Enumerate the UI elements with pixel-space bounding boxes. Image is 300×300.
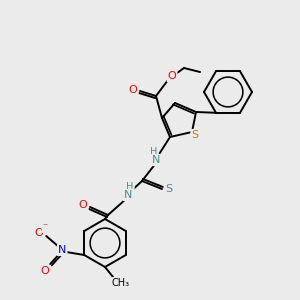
- Text: N: N: [58, 245, 66, 255]
- Text: N: N: [152, 155, 160, 165]
- Text: O: O: [168, 71, 176, 81]
- Text: S: S: [191, 130, 199, 140]
- Text: S: S: [165, 184, 172, 194]
- Text: CH₃: CH₃: [112, 278, 130, 288]
- Text: O: O: [35, 228, 44, 238]
- Text: O: O: [79, 200, 87, 210]
- Text: O: O: [129, 85, 137, 95]
- Text: N: N: [124, 190, 132, 200]
- Text: O: O: [41, 266, 50, 276]
- Text: H: H: [126, 182, 134, 192]
- Text: ⁻: ⁻: [43, 222, 48, 232]
- Text: H: H: [150, 147, 158, 157]
